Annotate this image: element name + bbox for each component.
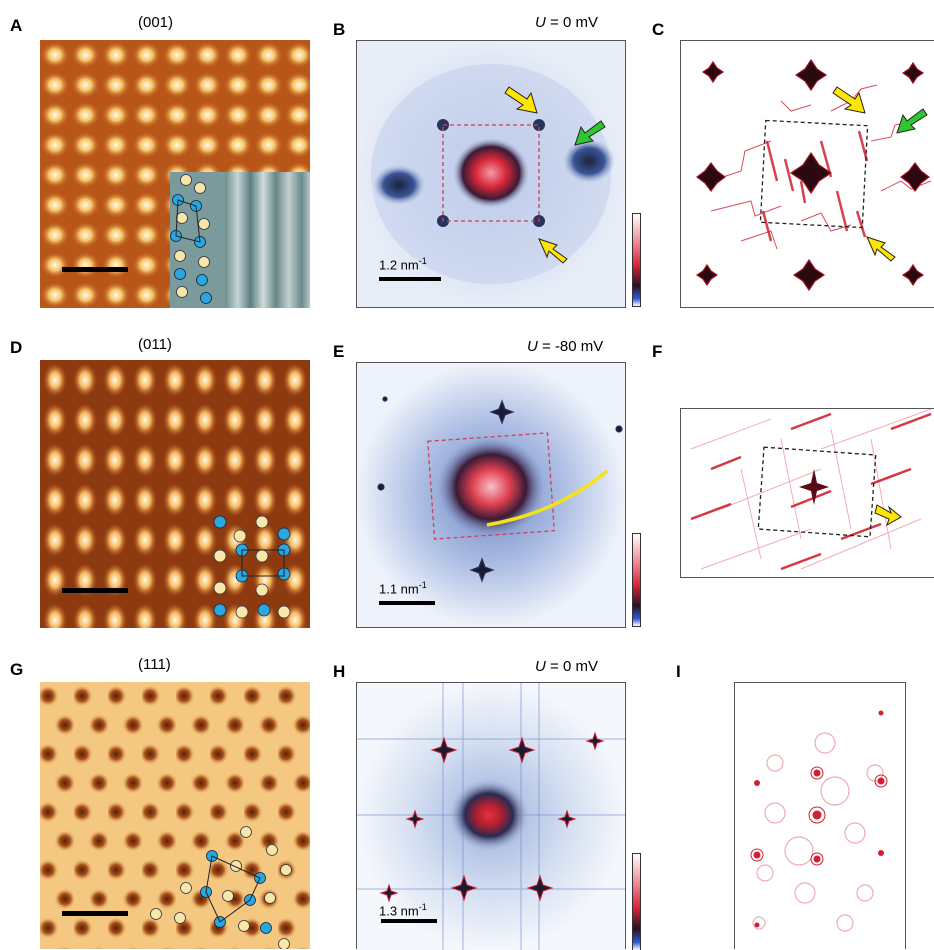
scale-label-e: 1.1 nm-1	[379, 580, 427, 597]
panel-label-b: B	[333, 20, 346, 39]
scale-bar-d	[62, 588, 128, 593]
fft-image-h	[356, 682, 626, 950]
panel-g-title: (111)	[138, 656, 171, 673]
scale-bar-e	[379, 601, 435, 605]
atom-overlay-111	[150, 826, 292, 949]
colorbar-h	[632, 853, 641, 950]
panel-a-title: (001)	[138, 14, 174, 31]
arrow-yellow-b2	[538, 238, 568, 264]
diffraction-streaks-f	[690, 412, 932, 571]
scale-bar-h	[381, 919, 437, 923]
atom-overlay-011	[213, 515, 291, 619]
panel-label-i: I	[676, 662, 681, 681]
panel-label-h: H	[333, 662, 346, 681]
bragg-peaks-h	[379, 731, 605, 903]
scale-bar-a	[62, 267, 128, 272]
arrow-yellow-b1	[504, 86, 538, 114]
dispersion-arc-e	[486, 469, 609, 527]
panel-label-g: G	[10, 660, 24, 679]
voltage-e: U = -80 mV	[527, 338, 604, 355]
diffraction-spots-c	[695, 58, 930, 292]
colorbar-b	[632, 213, 641, 307]
panel-label-c: C	[652, 20, 665, 39]
arrow-yellow-f	[874, 504, 902, 527]
scale-bar-g	[62, 911, 128, 916]
scale-label-h: 1.3 nm-1	[379, 902, 427, 919]
atom-overlay-001	[170, 174, 212, 304]
voltage-b: U = 0 mV	[535, 14, 598, 31]
fft-image-b	[356, 40, 626, 308]
scale-bar-b	[379, 277, 441, 281]
colorbar-e	[632, 533, 641, 627]
panel-label-f: F	[652, 342, 663, 361]
panel-d-title: (011)	[138, 336, 172, 353]
panel-label-a: A	[10, 16, 23, 35]
stm-image-111	[40, 682, 310, 949]
panel-label-d: D	[10, 338, 23, 357]
diffraction-spots-i	[753, 710, 885, 928]
fft-image-e	[356, 362, 626, 628]
simulation-i	[734, 682, 906, 949]
stm-image-001	[40, 40, 310, 308]
simulation-f	[680, 408, 934, 578]
voltage-h: U = 0 mV	[535, 658, 598, 675]
scale-label-b: 1.2 nm-1	[379, 256, 427, 273]
arrow-green-b	[574, 120, 606, 146]
panel-label-e: E	[333, 342, 345, 361]
simulation-c	[680, 40, 934, 308]
stm-image-011	[40, 360, 310, 628]
